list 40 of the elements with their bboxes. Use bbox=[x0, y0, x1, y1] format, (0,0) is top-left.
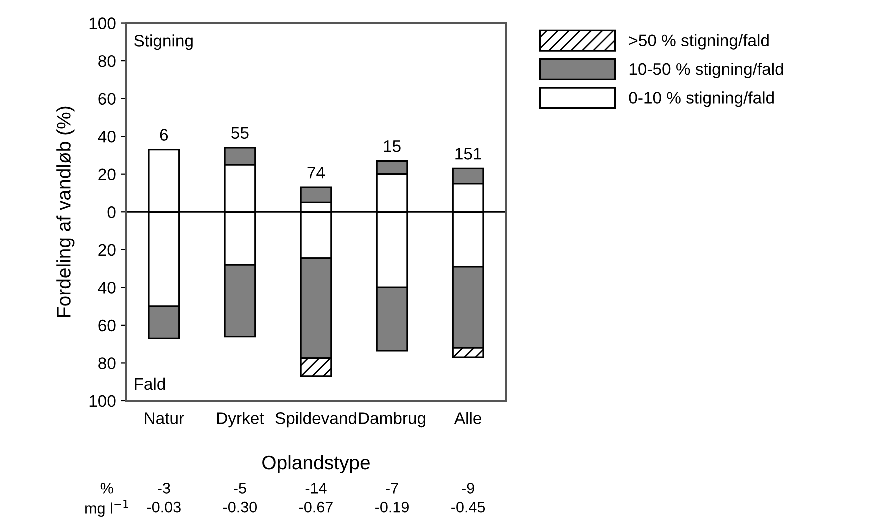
annotation: Stigning bbox=[134, 34, 193, 50]
text: -14 bbox=[306, 483, 327, 494]
text: -3 bbox=[158, 483, 170, 494]
text: % bbox=[100, 483, 114, 494]
text: -0.45 bbox=[452, 502, 486, 513]
text: -0.19 bbox=[376, 502, 409, 513]
text: -0.03 bbox=[147, 502, 181, 513]
legend-label: >50 % stigning/fald bbox=[629, 34, 769, 50]
legend-label: 10-50 % stigning/fald bbox=[630, 62, 784, 79]
y-tick-label: 40 bbox=[98, 282, 116, 294]
y-tick-label: 20 bbox=[98, 244, 116, 256]
x-tick-label: Dambrug bbox=[359, 412, 426, 428]
y-tick-label: 80 bbox=[98, 55, 116, 68]
text: -5 bbox=[234, 483, 246, 494]
legend-label: 0-10 % stigning/fald bbox=[629, 92, 774, 108]
y-tick-label: 100 bbox=[90, 395, 116, 408]
y-tick-label: 60 bbox=[98, 93, 116, 106]
annotation: 15 bbox=[384, 140, 401, 152]
y-tick-label: 60 bbox=[98, 320, 116, 332]
x-tick-label: Spildevand bbox=[276, 412, 356, 428]
text: -0.30 bbox=[223, 502, 258, 513]
y-axis-title: Fordeling af vandløb (%) bbox=[56, 106, 75, 317]
text: -9 bbox=[462, 483, 474, 494]
annotation: 55 bbox=[232, 127, 249, 140]
y-tick-label: 20 bbox=[98, 168, 116, 181]
annotation: 74 bbox=[308, 167, 326, 179]
text: -0.67 bbox=[300, 502, 333, 513]
y-tick-label: 80 bbox=[98, 358, 116, 370]
annotation: Fald bbox=[135, 378, 166, 390]
text: -7 bbox=[386, 483, 398, 494]
annotation: 151 bbox=[456, 148, 482, 160]
x-tick-label: Alle bbox=[454, 412, 482, 424]
annotation: 6 bbox=[160, 129, 168, 141]
y-tick-label: 40 bbox=[98, 130, 116, 143]
y-tick-label: 0 bbox=[108, 206, 116, 218]
x-tick-label: Dyrket bbox=[217, 412, 264, 428]
y-tick-label: 100 bbox=[90, 18, 116, 30]
x-axis-title: Oplandstype bbox=[262, 455, 370, 474]
x-tick-label: Natur bbox=[145, 412, 184, 424]
text: mg l$^{−1}$ bbox=[86, 500, 128, 517]
